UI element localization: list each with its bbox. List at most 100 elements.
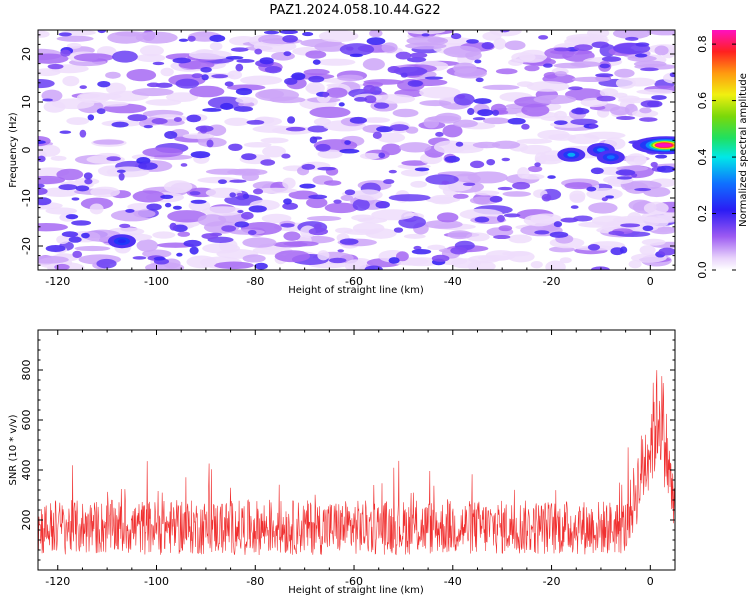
heatmap-blob-core — [462, 182, 476, 186]
heatmap-blob — [533, 94, 577, 105]
heatmap-blob-core — [96, 108, 106, 115]
heatmap-x-tick-label: -100 — [144, 275, 169, 288]
heatmap-blob-core — [640, 67, 659, 72]
heatmap-blob-core — [639, 117, 658, 122]
heatmap-blob — [282, 177, 296, 189]
heatmap-blob-core — [47, 63, 64, 70]
heatmap-blob-core — [620, 223, 641, 228]
heatmap-blob — [517, 167, 530, 179]
heatmap-blob-core — [474, 216, 490, 223]
heatmap-y-tick-label: 10 — [20, 95, 33, 109]
heatmap-blob — [530, 260, 543, 269]
heatmap-blob — [165, 92, 199, 102]
snr-x-tick-label: -40 — [444, 575, 462, 588]
heatmap-blob — [482, 117, 510, 125]
heatmap-blob — [362, 58, 385, 71]
heatmap-blob — [498, 225, 513, 232]
heatmap-blob — [317, 149, 343, 159]
heatmap-blob — [372, 94, 416, 104]
heatmap-y-tick-label: -20 — [20, 237, 33, 255]
heatmap-blob-core — [283, 51, 292, 57]
heatmap-blob-core — [138, 162, 158, 170]
heatmap-blob — [361, 117, 391, 123]
heatmap-blob — [419, 100, 452, 107]
heatmap-blob — [226, 84, 266, 91]
heatmap-blob — [50, 155, 67, 161]
heatmap-blob — [209, 42, 223, 51]
heatmap-blob — [353, 189, 383, 201]
heatmap-blob — [436, 212, 459, 223]
heatmap-blob — [423, 116, 439, 129]
heatmap-blob — [205, 187, 243, 199]
heatmap-blob-core — [388, 257, 400, 264]
heatmap-blob — [424, 220, 463, 229]
heatmap-blob-core — [450, 246, 468, 255]
heatmap-blob-core — [590, 167, 604, 175]
heatmap-blob-core — [595, 73, 614, 78]
heatmap-x-tick-label: -60 — [345, 275, 363, 288]
colorbar-tick-label: 0.4 — [696, 148, 709, 166]
heatmap-blob-core — [242, 193, 250, 199]
heatmap-x-axis-label: Height of straight line (km) — [288, 285, 424, 296]
heatmap-blob-core — [79, 85, 87, 90]
heatmap-blob-core — [308, 194, 328, 200]
heatmap-blob-core — [601, 56, 622, 62]
heatmap-blob — [502, 191, 532, 197]
heatmap-blob-core — [189, 191, 201, 196]
snr-x-tick-label: -120 — [45, 575, 70, 588]
heatmap-blob-core — [84, 178, 93, 185]
snr-panel: -120 -100 -80 -60 -40 -20 0 200 400 600 800 Heigh… — [8, 329, 676, 596]
heatmap-blob — [307, 125, 329, 133]
heatmap-blob-core — [173, 117, 182, 122]
heatmap-blob — [410, 180, 427, 188]
heatmap-blob-core — [587, 244, 601, 251]
heatmap-blob — [454, 68, 487, 79]
heatmap-blob — [371, 209, 415, 221]
heatmap-blob-core — [541, 193, 552, 202]
heatmap-blob — [264, 66, 282, 74]
snr-series-line — [37, 370, 676, 556]
heatmap-blob-core — [507, 117, 526, 125]
heatmap-blob-core — [153, 256, 166, 261]
heatmap-blob-core — [601, 197, 608, 202]
heatmap-blob-core — [254, 262, 268, 270]
heatmap-blob — [167, 210, 207, 223]
heatmap-blob — [74, 245, 111, 252]
heatmap-blob — [56, 168, 84, 181]
heatmap-blob-core — [421, 33, 430, 37]
heatmap-blob-core — [642, 225, 654, 232]
heatmap-blob — [318, 30, 359, 43]
heatmap-blob-core — [406, 56, 427, 63]
heatmap-blob — [570, 61, 601, 68]
heatmap-blob-core — [191, 73, 204, 79]
heatmap-blob — [324, 202, 358, 214]
heatmap-blob-core — [38, 183, 45, 188]
heatmap-blob — [186, 255, 217, 269]
heatmap-blob — [66, 42, 82, 49]
heatmap-blob-core — [315, 143, 331, 152]
heatmap-blob-core — [75, 185, 90, 192]
heatmap-blob — [614, 68, 635, 78]
heatmap-blob-core — [79, 129, 87, 138]
heatmap-blob — [175, 78, 200, 89]
heatmap-blob-core — [146, 203, 162, 211]
heatmap-blob — [508, 234, 532, 244]
heatmap-y-tick-label: -10 — [20, 189, 33, 207]
heatmap-blob-core — [229, 192, 236, 198]
heatmap-blob-core — [176, 252, 183, 257]
heatmap-blob — [38, 68, 61, 77]
heatmap-blob-core — [634, 187, 652, 192]
heatmap-blob — [136, 53, 166, 63]
heatmap-x-tick-label: -80 — [246, 275, 264, 288]
heatmap-blob-core — [317, 166, 336, 171]
heatmap-blob — [467, 171, 508, 184]
heatmap-blob-core — [152, 61, 165, 66]
heatmap-blob-core — [225, 55, 244, 60]
snr-x-tick-label: -20 — [543, 575, 561, 588]
heatmap-blob — [493, 37, 507, 50]
heatmap-blob — [564, 182, 593, 190]
heatmap-blob — [474, 190, 500, 196]
heatmap-y-tick-label: 0 — [20, 147, 33, 154]
